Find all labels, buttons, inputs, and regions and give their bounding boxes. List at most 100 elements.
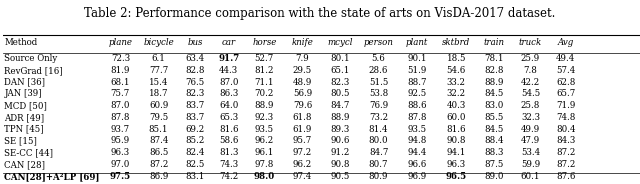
Text: 74.2: 74.2	[219, 172, 238, 181]
Text: 81.9: 81.9	[111, 66, 130, 75]
Text: 88.9: 88.9	[255, 101, 274, 110]
Text: TPN [45]: TPN [45]	[4, 125, 44, 134]
Text: 65.7: 65.7	[556, 89, 575, 98]
Text: 97.2: 97.2	[293, 148, 312, 157]
Text: 84.5: 84.5	[485, 89, 504, 98]
Text: 96.1: 96.1	[255, 148, 274, 157]
Text: 86.5: 86.5	[149, 148, 168, 157]
Text: 61.8: 61.8	[292, 113, 312, 122]
Text: bicycle: bicycle	[143, 38, 174, 47]
Text: 75.7: 75.7	[111, 89, 130, 98]
Text: MCD [50]: MCD [50]	[4, 101, 47, 110]
Text: 18.7: 18.7	[149, 89, 168, 98]
Text: 57.4: 57.4	[556, 66, 575, 75]
Text: 49.4: 49.4	[556, 54, 575, 63]
Text: 74.3: 74.3	[219, 160, 238, 169]
Text: DAN [36]: DAN [36]	[4, 78, 45, 87]
Text: Method: Method	[4, 38, 38, 47]
Text: 94.8: 94.8	[408, 137, 427, 146]
Text: 93.7: 93.7	[111, 125, 130, 134]
Text: 82.8: 82.8	[186, 66, 205, 75]
Text: 90.6: 90.6	[330, 137, 349, 146]
Text: 81.6: 81.6	[219, 125, 238, 134]
Text: 84.3: 84.3	[556, 137, 575, 146]
Text: 32.3: 32.3	[521, 113, 540, 122]
Text: ADR [49]: ADR [49]	[4, 113, 45, 122]
Text: 85.1: 85.1	[149, 125, 168, 134]
Text: 89.0: 89.0	[484, 172, 504, 181]
Text: 80.1: 80.1	[330, 54, 350, 63]
Text: 65.3: 65.3	[219, 113, 238, 122]
Text: 76.5: 76.5	[186, 78, 205, 87]
Text: RevGrad [16]: RevGrad [16]	[4, 66, 63, 75]
Text: truck: truck	[519, 38, 542, 47]
Text: 54.6: 54.6	[447, 66, 466, 75]
Text: horse: horse	[252, 38, 276, 47]
Text: 80.9: 80.9	[369, 172, 388, 181]
Text: 83.1: 83.1	[186, 172, 205, 181]
Text: 5.6: 5.6	[372, 54, 385, 63]
Text: 28.6: 28.6	[369, 66, 388, 75]
Text: 88.7: 88.7	[408, 78, 427, 87]
Text: sktbrd: sktbrd	[442, 38, 470, 47]
Text: CAN [28]: CAN [28]	[4, 160, 45, 169]
Text: 90.1: 90.1	[408, 54, 427, 63]
Text: 81.6: 81.6	[447, 125, 466, 134]
Text: JAN [39]: JAN [39]	[4, 89, 42, 98]
Text: 60.9: 60.9	[149, 101, 168, 110]
Text: SE [15]: SE [15]	[4, 137, 37, 146]
Text: person: person	[364, 38, 394, 47]
Text: Source Only: Source Only	[4, 54, 58, 63]
Text: 32.2: 32.2	[447, 89, 466, 98]
Text: 60.0: 60.0	[447, 113, 466, 122]
Text: 90.8: 90.8	[330, 160, 350, 169]
Text: 94.1: 94.1	[447, 148, 466, 157]
Text: 95.9: 95.9	[111, 137, 130, 146]
Text: 96.2: 96.2	[293, 160, 312, 169]
Text: 58.6: 58.6	[219, 137, 238, 146]
Text: Avg: Avg	[557, 38, 574, 47]
Text: 88.6: 88.6	[408, 101, 427, 110]
Text: 54.5: 54.5	[521, 89, 540, 98]
Text: 87.8: 87.8	[111, 113, 130, 122]
Text: Table 2: Performance comparison with the state of arts on VisDA-2017 dataset.: Table 2: Performance comparison with the…	[84, 7, 556, 20]
Text: 69.2: 69.2	[186, 125, 205, 134]
Text: 51.9: 51.9	[408, 66, 427, 75]
Text: 98.0: 98.0	[253, 172, 275, 181]
Text: 68.1: 68.1	[111, 78, 130, 87]
Text: 51.5: 51.5	[369, 78, 388, 87]
Text: 7.8: 7.8	[524, 66, 538, 75]
Text: 87.0: 87.0	[219, 78, 238, 87]
Text: 7.9: 7.9	[296, 54, 309, 63]
Text: 97.0: 97.0	[111, 160, 130, 169]
Text: 87.0: 87.0	[111, 101, 130, 110]
Text: 96.9: 96.9	[408, 172, 427, 181]
Text: 88.9: 88.9	[484, 78, 504, 87]
Text: 87.2: 87.2	[149, 160, 168, 169]
Text: 92.3: 92.3	[255, 113, 274, 122]
Text: 82.4: 82.4	[186, 148, 205, 157]
Text: 88.4: 88.4	[484, 137, 504, 146]
Text: 91.2: 91.2	[330, 148, 349, 157]
Text: 96.3: 96.3	[111, 148, 130, 157]
Text: 96.5: 96.5	[445, 172, 467, 181]
Text: 96.6: 96.6	[408, 160, 427, 169]
Text: 52.7: 52.7	[255, 54, 274, 63]
Text: 80.4: 80.4	[556, 125, 575, 134]
Text: CAN[28]+A²LP [69]: CAN[28]+A²LP [69]	[4, 172, 100, 181]
Text: 40.3: 40.3	[447, 101, 466, 110]
Text: 74.8: 74.8	[556, 113, 575, 122]
Text: 83.7: 83.7	[186, 113, 205, 122]
Text: 96.2: 96.2	[255, 137, 274, 146]
Text: 79.6: 79.6	[293, 101, 312, 110]
Text: 85.5: 85.5	[485, 113, 504, 122]
Text: 53.8: 53.8	[369, 89, 388, 98]
Text: 71.1: 71.1	[255, 78, 274, 87]
Text: 76.9: 76.9	[369, 101, 388, 110]
Text: 29.5: 29.5	[293, 66, 312, 75]
Text: 80.0: 80.0	[369, 137, 388, 146]
Text: 97.8: 97.8	[255, 160, 274, 169]
Text: 81.3: 81.3	[219, 148, 238, 157]
Text: bus: bus	[188, 38, 203, 47]
Text: train: train	[484, 38, 505, 47]
